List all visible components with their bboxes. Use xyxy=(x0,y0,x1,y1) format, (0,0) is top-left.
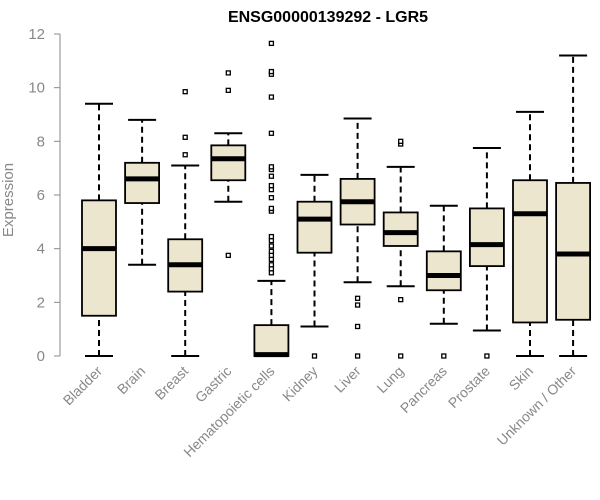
y-tick-label-3: 6 xyxy=(37,187,45,204)
outlier-point xyxy=(268,195,275,201)
x-tick-label-7: Lung xyxy=(373,363,406,396)
box-group-bladder xyxy=(81,102,117,357)
outlier-point xyxy=(182,89,188,95)
box-group-brain xyxy=(124,118,160,266)
x-tick-label-9: Prostate xyxy=(445,363,493,411)
box-iqr xyxy=(81,199,117,317)
x-tick-label-0: Bladder xyxy=(60,363,106,409)
y-tick-label-2: 4 xyxy=(37,241,45,258)
box-group-unknown-other xyxy=(555,54,591,357)
box-group-gastric xyxy=(210,70,247,259)
boxes-layer xyxy=(81,40,591,359)
box-iqr xyxy=(210,144,247,182)
outlier-point xyxy=(354,323,361,330)
box-group-kidney xyxy=(296,173,333,359)
outlier-point xyxy=(225,87,231,93)
y-tick-label-6: 12 xyxy=(28,26,45,43)
outlier-point xyxy=(268,173,275,179)
chart-title: ENSG00000139292 - LGR5 xyxy=(228,9,428,26)
y-tick-label-0: 0 xyxy=(37,348,45,365)
outlier-point xyxy=(268,164,275,170)
box-iqr xyxy=(382,211,419,247)
y-tick-label-4: 8 xyxy=(37,133,45,150)
outlier-point xyxy=(268,205,275,212)
y-axis-label: Expression xyxy=(0,163,17,237)
outlier-point xyxy=(268,248,275,255)
x-tick-label-1: Brain xyxy=(114,363,148,397)
box-iqr xyxy=(425,250,462,292)
outlier-point xyxy=(268,40,275,47)
box-group-skin xyxy=(512,110,548,357)
outlier-point xyxy=(182,152,188,158)
box-iqr xyxy=(468,207,505,268)
box-iqr xyxy=(512,179,548,324)
outlier-point xyxy=(225,252,231,259)
box-iqr xyxy=(296,200,333,254)
x-tick-label-6: Liver xyxy=(331,363,364,396)
outlier-point xyxy=(354,295,361,301)
x-tick-label-10: Skin xyxy=(506,363,537,394)
x-tick-label-11: Unknown / Other xyxy=(494,363,580,449)
outlier-point xyxy=(268,94,275,100)
box-group-hematopoietic-cells xyxy=(253,40,290,358)
x-tick-label-2: Breast xyxy=(151,363,191,403)
outlier-point xyxy=(484,353,490,359)
outlier-point xyxy=(268,68,275,75)
box-group-lung xyxy=(382,138,419,359)
outlier-point xyxy=(268,262,275,268)
outlier-point xyxy=(268,182,275,189)
box-iqr xyxy=(555,182,591,321)
y-axis: 0 2 4 6 8 10 12 xyxy=(28,26,61,365)
box-group-liver xyxy=(339,117,376,359)
y-tick-label-1: 2 xyxy=(37,294,45,311)
outlier-point xyxy=(398,138,404,144)
outlier-point xyxy=(441,353,447,359)
box-group-prostate xyxy=(468,147,505,359)
box-iqr xyxy=(253,324,290,357)
outlier-point xyxy=(182,134,188,140)
x-tick-label-5: Kidney xyxy=(279,363,321,405)
x-tick-label-3: Gastric xyxy=(192,363,235,406)
outlier-point xyxy=(268,233,275,240)
box-iqr xyxy=(124,161,160,204)
y-tick-label-5: 10 xyxy=(28,80,45,97)
x-tick-label-8: Pancreas xyxy=(397,363,450,416)
outlier-point xyxy=(354,353,361,359)
box-group-breast xyxy=(167,89,204,357)
outlier-point xyxy=(225,70,231,76)
outlier-point xyxy=(398,353,404,359)
outlier-point xyxy=(354,302,361,308)
outlier-point xyxy=(268,243,275,249)
box-group-pancreas xyxy=(425,204,462,359)
outlier-point xyxy=(311,353,318,359)
outlier-point xyxy=(268,130,275,136)
outlier-point xyxy=(398,296,404,303)
